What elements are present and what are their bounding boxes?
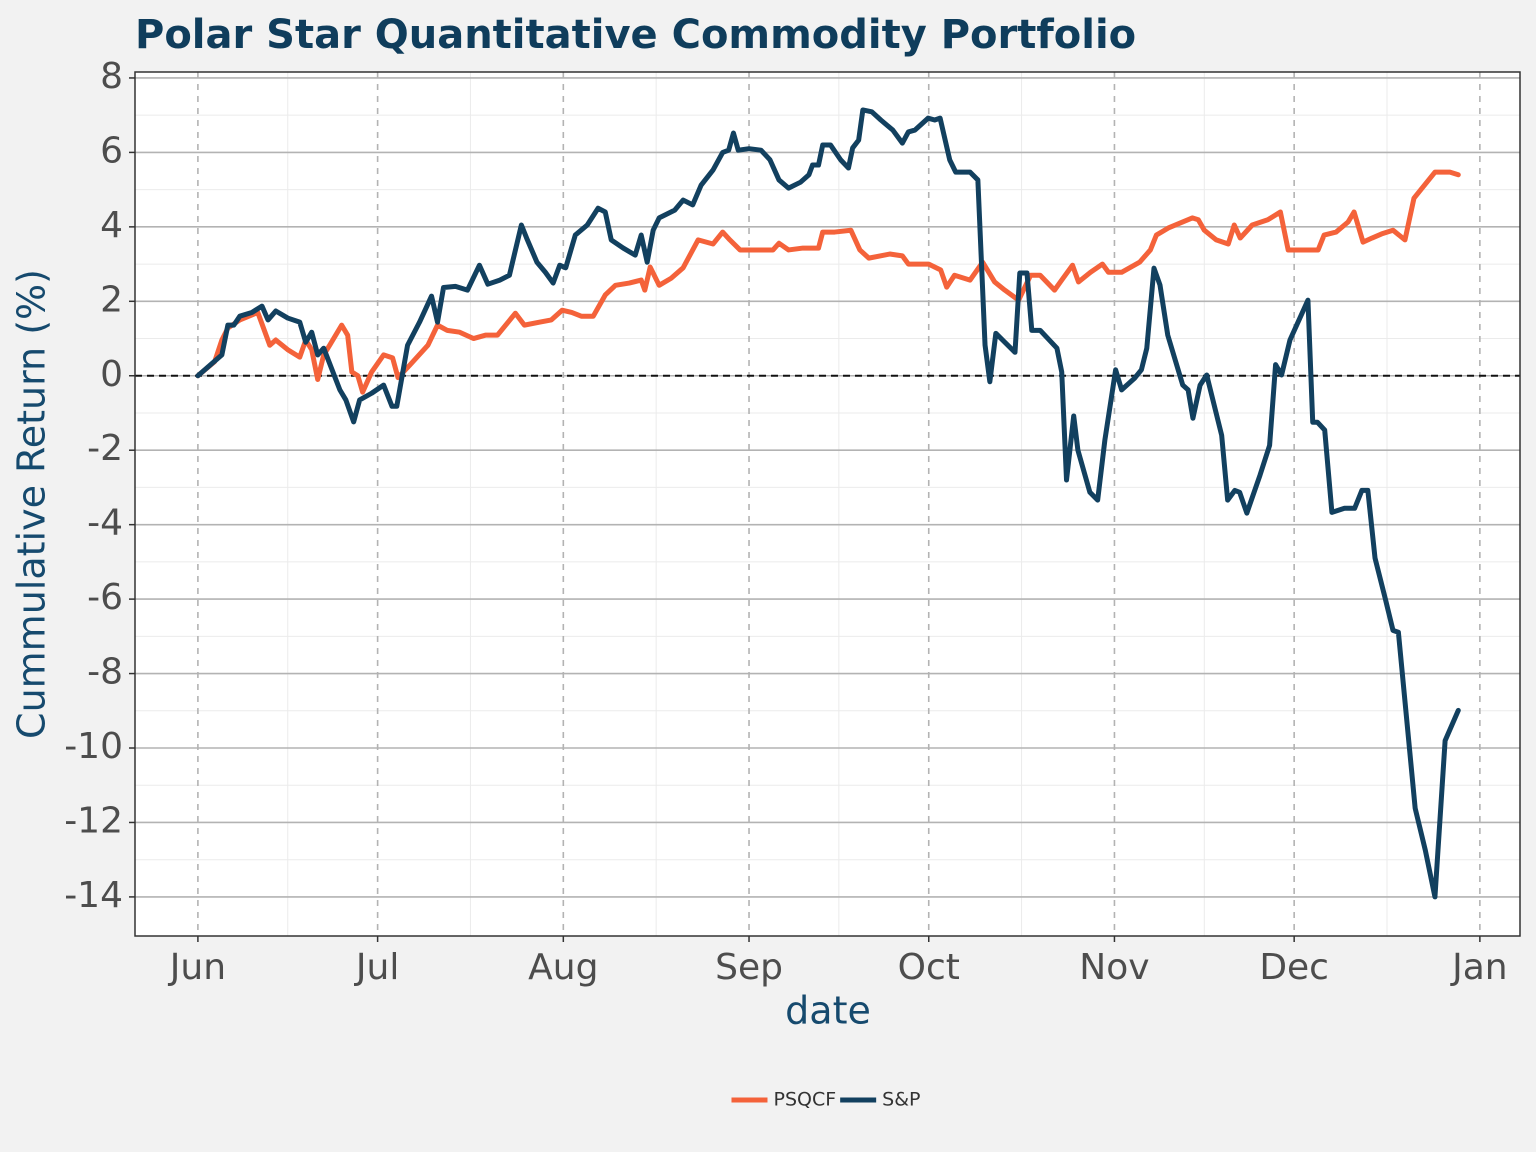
y-tick-label: 4 [100, 205, 123, 246]
plot-panel [135, 72, 1520, 936]
x-tick-label: Aug [528, 947, 598, 988]
y-tick-label: -4 [87, 503, 123, 544]
x-tick-label: Jun [168, 947, 226, 988]
x-tick-label: Nov [1079, 947, 1149, 988]
y-tick-label: -6 [87, 577, 123, 618]
y-tick-label: 8 [100, 56, 123, 97]
x-tick-label: Jan [1450, 947, 1508, 988]
y-axis-title: Cummulative Return (%) [10, 269, 54, 739]
x-tick-label: Dec [1259, 947, 1329, 988]
y-tick-label: -10 [64, 726, 123, 767]
y-tick-label: -8 [87, 652, 123, 693]
x-tick-label: Sep [715, 947, 783, 988]
y-tick-label: 6 [100, 130, 123, 171]
plot-border [134, 71, 1521, 937]
y-tick-label: 2 [100, 279, 123, 320]
series-line [195, 107, 1461, 900]
legend-label: PSQCF [773, 1089, 836, 1111]
chart-title: Polar Star Quantitative Commodity Portfo… [135, 12, 1136, 58]
y-tick-label: -2 [87, 428, 123, 469]
series-line [195, 169, 1461, 395]
x-tick-label: Oct [898, 947, 960, 988]
x-axis-title: date [785, 989, 871, 1033]
y-tick-label: 0 [100, 354, 123, 395]
y-tick-label: -12 [64, 800, 123, 841]
x-tick-label: Jul [354, 947, 399, 988]
legend-label: S&P [882, 1089, 920, 1111]
y-tick-label: -14 [64, 875, 123, 916]
